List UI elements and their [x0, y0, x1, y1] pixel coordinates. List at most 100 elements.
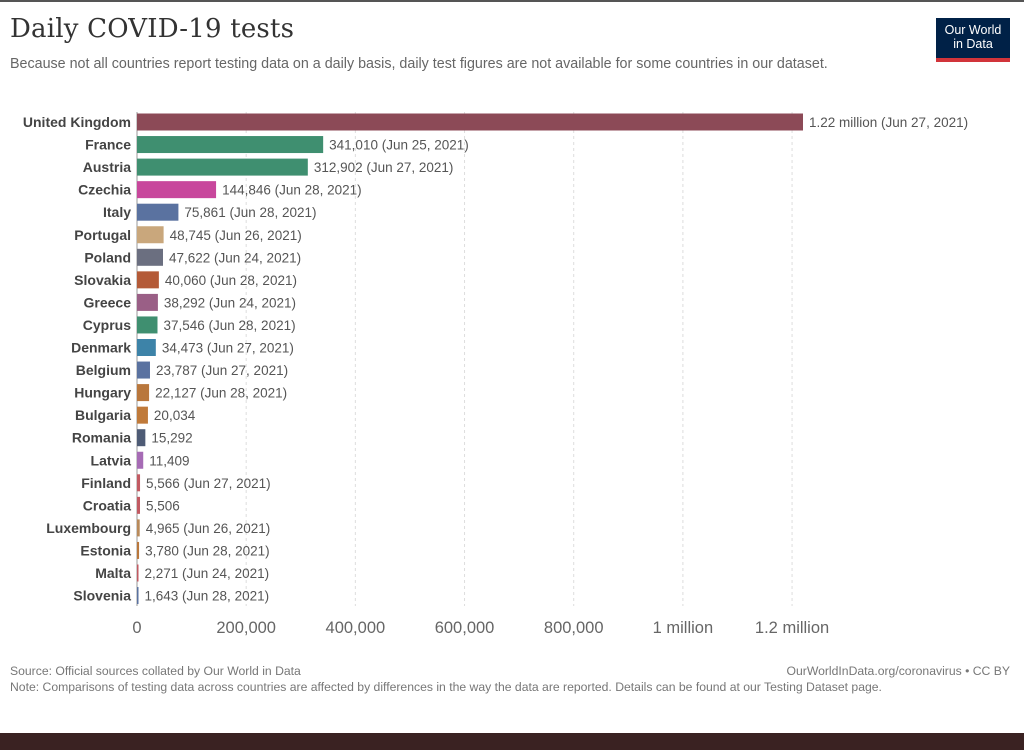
value-label: 22,127 (Jun 28, 2021)	[155, 386, 287, 401]
bar[interactable]	[137, 181, 217, 199]
bars: United Kingdom 1.22 million (Jun 27, 2021…	[23, 113, 968, 605]
country-label: Hungary	[74, 385, 131, 401]
bar-row[interactable]: Luxembourg 4,965 (Jun 26, 2021)	[46, 519, 270, 537]
bar-row[interactable]: Croatia 5,506	[83, 496, 180, 514]
bar-row[interactable]: Slovenia 1,643 (Jun 28, 2021)	[73, 587, 270, 605]
bar-chart: United Kingdom 1.22 million (Jun 27, 2021…	[23, 112, 968, 637]
country-label: Czechia	[78, 182, 131, 198]
bar[interactable]	[137, 541, 140, 559]
bar[interactable]	[137, 293, 158, 311]
value-label: 34,473 (Jun 27, 2021)	[162, 341, 294, 356]
bar-row[interactable]: France 341,010 (Jun 25, 2021)	[85, 136, 469, 154]
country-label: Italy	[103, 204, 131, 220]
source-text: Source: Official sources collated by Our…	[10, 664, 301, 678]
country-label: Austria	[83, 159, 131, 175]
bar-row[interactable]: Hungary 22,127 (Jun 28, 2021)	[74, 384, 287, 402]
x-tick-label: 800,000	[544, 619, 604, 637]
bar[interactable]	[137, 248, 163, 266]
footer: Source: Official sources collated by Our…	[10, 663, 1010, 695]
value-label: 1,643 (Jun 28, 2021)	[145, 589, 270, 604]
country-label: Belgium	[76, 362, 131, 378]
bottom-bar	[0, 733, 1024, 750]
bar[interactable]	[137, 474, 141, 492]
country-label: Malta	[95, 565, 131, 581]
bar-row[interactable]: Austria 312,902 (Jun 27, 2021)	[83, 158, 454, 176]
country-label: Cyprus	[83, 317, 131, 333]
value-label: 11,409	[149, 453, 189, 468]
x-tick-label: 0	[132, 619, 141, 637]
note-text: Note: Comparisons of testing data across…	[10, 680, 882, 694]
value-label: 20,034	[154, 408, 196, 423]
bar-row[interactable]: Czechia 144,846 (Jun 28, 2021)	[78, 181, 362, 199]
bar-row[interactable]: Portugal 48,745 (Jun 26, 2021)	[74, 226, 302, 244]
bar[interactable]	[137, 429, 146, 447]
bar-row[interactable]: Malta 2,271 (Jun 24, 2021)	[95, 564, 269, 582]
bar[interactable]	[137, 587, 139, 605]
country-label: Portugal	[74, 227, 131, 243]
country-label: Denmark	[71, 340, 131, 356]
x-tick-label: 600,000	[435, 619, 495, 637]
bar-row[interactable]: Italy 75,861 (Jun 28, 2021)	[103, 203, 317, 221]
bar[interactable]	[137, 496, 141, 514]
x-tick-label: 1 million	[653, 619, 714, 637]
bar[interactable]	[137, 339, 156, 356]
x-tick-label: 1.2 million	[755, 619, 829, 637]
bar-row[interactable]: United Kingdom 1.22 million (Jun 27, 2021…	[23, 113, 968, 131]
bar[interactable]	[137, 451, 144, 469]
value-label: 5,506	[146, 498, 180, 513]
country-label: Poland	[84, 249, 131, 265]
country-label: Bulgaria	[75, 407, 131, 423]
x-tick-label: 400,000	[326, 619, 386, 637]
bar-row[interactable]: Slovakia 40,060 (Jun 28, 2021)	[74, 271, 297, 289]
bar[interactable]	[137, 113, 803, 131]
chart-subtitle: Because not all countries report testing…	[10, 56, 828, 72]
bar-row[interactable]: Belgium 23,787 (Jun 27, 2021)	[76, 361, 288, 379]
bar-row[interactable]: Greece 38,292 (Jun 24, 2021)	[84, 293, 296, 311]
bar[interactable]	[137, 271, 159, 289]
value-label: 47,622 (Jun 24, 2021)	[169, 250, 301, 265]
country-label: France	[85, 137, 131, 153]
bar-row[interactable]: Cyprus 37,546 (Jun 28, 2021)	[83, 316, 296, 334]
bar[interactable]	[137, 361, 150, 379]
bar[interactable]	[137, 316, 158, 334]
bar[interactable]	[137, 136, 324, 154]
value-label: 144,846 (Jun 28, 2021)	[222, 183, 362, 198]
bar[interactable]	[137, 519, 140, 537]
country-label: Croatia	[83, 497, 131, 513]
country-label: Slovenia	[73, 588, 131, 604]
country-label: United Kingdom	[23, 114, 131, 130]
license-link[interactable]: OurWorldInData.org/coronavirus • CC BY	[786, 664, 1011, 678]
country-label: Finland	[81, 475, 131, 491]
bar[interactable]	[137, 226, 164, 244]
bar[interactable]	[137, 384, 150, 402]
x-axis: 0 200,000 400,000 600,000 800,000 1 million 1.…	[132, 619, 829, 637]
bar-row[interactable]: Bulgaria 20,034	[75, 406, 196, 424]
value-label: 3,780 (Jun 28, 2021)	[145, 543, 270, 558]
chart-title: Daily COVID-19 tests	[10, 14, 295, 44]
value-label: 75,861 (Jun 28, 2021)	[184, 205, 316, 220]
country-label: Slovakia	[74, 272, 131, 288]
logo-line-2: in Data	[953, 37, 993, 51]
bar-row[interactable]: Poland 47,622 (Jun 24, 2021)	[84, 248, 301, 266]
country-label: Estonia	[80, 542, 131, 558]
owid-logo[interactable]: Our World in Data	[936, 18, 1010, 62]
top-border	[0, 0, 1024, 2]
bar-row[interactable]: Finland 5,566 (Jun 27, 2021)	[81, 474, 271, 492]
value-label: 40,060 (Jun 28, 2021)	[165, 273, 297, 288]
bar[interactable]	[137, 158, 308, 176]
bar[interactable]	[137, 203, 179, 221]
bar[interactable]	[137, 564, 139, 582]
bar-row[interactable]: Denmark 34,473 (Jun 27, 2021)	[71, 339, 294, 356]
bar-row[interactable]: Latvia 11,409	[91, 451, 190, 469]
bar[interactable]	[137, 406, 148, 424]
value-label: 23,787 (Jun 27, 2021)	[156, 363, 288, 378]
bar-row[interactable]: Romania 15,292	[72, 429, 193, 447]
country-label: Luxembourg	[46, 520, 131, 536]
bar-row[interactable]: Estonia 3,780 (Jun 28, 2021)	[80, 541, 270, 559]
value-label: 48,745 (Jun 26, 2021)	[170, 228, 302, 243]
country-label: Latvia	[91, 452, 132, 468]
x-tick-label: 200,000	[216, 619, 276, 637]
value-label: 341,010 (Jun 25, 2021)	[329, 138, 469, 153]
country-label: Greece	[84, 294, 132, 310]
value-label: 1.22 million (Jun 27, 2021)	[809, 115, 968, 130]
